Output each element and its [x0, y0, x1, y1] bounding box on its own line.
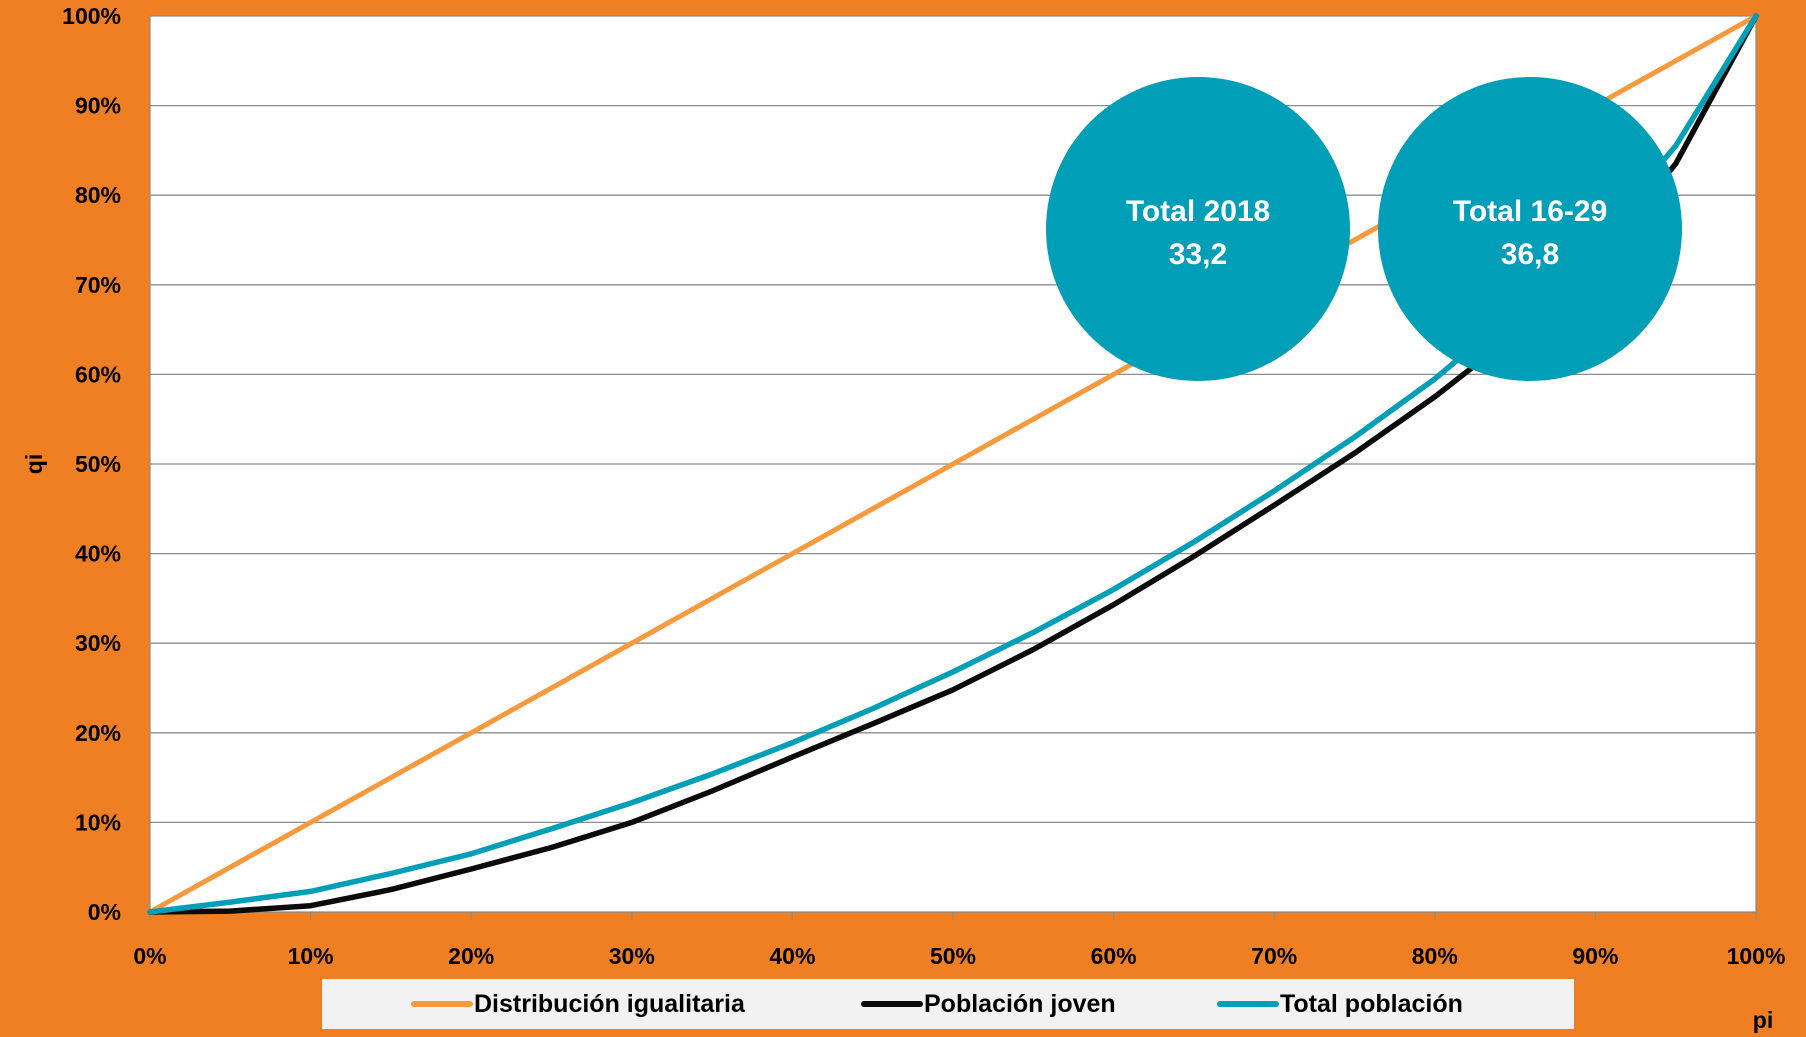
y-tick-label: 50%	[75, 451, 121, 477]
x-tick-label: 0%	[133, 943, 166, 969]
x-tick-label: 60%	[1091, 943, 1137, 969]
legend-box	[322, 979, 1574, 1029]
x-axis-label: pi	[1753, 1007, 1773, 1033]
y-tick-label: 20%	[75, 720, 121, 746]
y-tick-label: 90%	[75, 93, 121, 119]
y-axis-label: qi	[21, 454, 47, 474]
annotations: Total 2018 33,2 Total 16-29 36,8	[1046, 77, 1682, 381]
annotation-bubble: Total 16-29 36,8	[1378, 77, 1682, 381]
annotation-circle	[1378, 77, 1682, 381]
y-axis-ticks: 0% 10% 20% 30% 40% 50% 60% 70% 80% 90% 100%	[62, 3, 121, 925]
annotation-title: Total 16-29	[1453, 195, 1608, 228]
annotation-circle	[1046, 77, 1350, 381]
x-tick-label: 70%	[1251, 943, 1297, 969]
annotation-value: 33,2	[1169, 238, 1227, 271]
legend-item: Distribución igualitaria	[411, 990, 746, 1018]
y-tick-label: 10%	[75, 809, 121, 835]
legend-label: Población joven	[924, 990, 1116, 1018]
y-tick-label: 0%	[88, 899, 121, 925]
legend-item: Total población	[1217, 990, 1463, 1018]
x-tick-label: 20%	[448, 943, 494, 969]
x-tick-label: 100%	[1727, 943, 1786, 969]
x-tick-label: 80%	[1412, 943, 1458, 969]
y-tick-label: 100%	[62, 3, 121, 29]
y-tick-label: 40%	[75, 541, 121, 567]
legend: Distribución igualitaria Población joven T…	[411, 990, 1463, 1018]
y-tick-label: 80%	[75, 182, 121, 208]
annotation-title: Total 2018	[1126, 195, 1271, 228]
x-axis-ticks: 0% 10% 20% 30% 40% 50% 60% 70% 80% 90% 100%	[133, 912, 1785, 969]
legend-label: Distribución igualitaria	[474, 990, 746, 1018]
legend-item: Población joven	[861, 990, 1116, 1018]
x-tick-label: 30%	[609, 943, 655, 969]
x-tick-label: 50%	[930, 943, 976, 969]
legend-label: Total población	[1280, 990, 1463, 1018]
y-tick-label: 60%	[75, 361, 121, 387]
y-tick-label: 30%	[75, 630, 121, 656]
annotation-bubble: Total 2018 33,2	[1046, 77, 1350, 381]
x-tick-label: 10%	[288, 943, 334, 969]
y-tick-label: 70%	[75, 272, 121, 298]
x-tick-label: 90%	[1572, 943, 1618, 969]
x-tick-label: 40%	[769, 943, 815, 969]
annotation-value: 36,8	[1501, 238, 1559, 271]
